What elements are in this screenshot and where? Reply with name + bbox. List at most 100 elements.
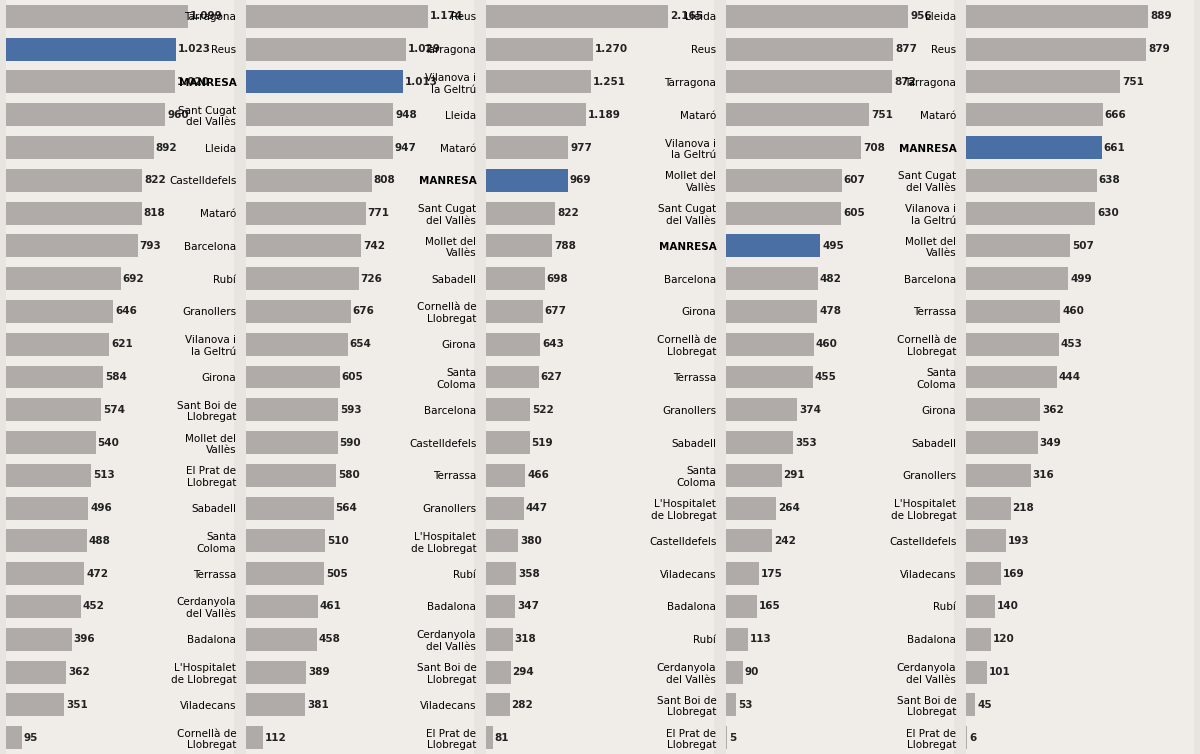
Text: 1.013: 1.013	[406, 77, 438, 87]
Text: 53: 53	[738, 700, 752, 710]
Text: 113: 113	[749, 634, 772, 644]
Text: 460: 460	[816, 339, 838, 349]
Text: 453: 453	[1061, 339, 1082, 349]
Bar	[486, 398, 530, 421]
Bar	[966, 431, 1038, 454]
Text: 193: 193	[1008, 536, 1030, 546]
Bar	[966, 267, 1068, 290]
Text: 81: 81	[494, 733, 509, 743]
Bar	[726, 529, 772, 553]
Text: 478: 478	[820, 306, 841, 317]
Text: 879: 879	[1148, 44, 1170, 54]
Text: 120: 120	[992, 634, 1014, 644]
Bar	[486, 333, 540, 356]
Text: 358: 358	[518, 569, 540, 579]
Text: 316: 316	[1033, 470, 1055, 480]
Bar	[246, 234, 361, 257]
Text: 742: 742	[364, 241, 385, 251]
Bar	[486, 169, 568, 192]
Bar	[966, 661, 986, 684]
Bar	[246, 201, 366, 225]
Bar	[246, 38, 406, 60]
Bar	[246, 726, 264, 749]
Text: 165: 165	[760, 602, 781, 611]
Bar	[726, 300, 817, 323]
Bar	[486, 529, 518, 553]
Bar	[966, 497, 1010, 520]
Bar	[966, 70, 1120, 93]
Text: 291: 291	[784, 470, 805, 480]
Bar	[246, 70, 403, 93]
Bar	[726, 562, 760, 585]
Bar	[726, 234, 821, 257]
Bar	[246, 497, 334, 520]
Text: 751: 751	[1122, 77, 1144, 87]
Bar	[966, 366, 1057, 388]
Text: 2.165: 2.165	[671, 11, 703, 21]
Bar	[486, 431, 529, 454]
Bar	[6, 136, 154, 159]
Bar	[6, 70, 175, 93]
Text: 590: 590	[340, 437, 361, 448]
Bar	[6, 628, 72, 651]
Bar	[486, 661, 511, 684]
Text: 661: 661	[1104, 143, 1126, 152]
Text: 218: 218	[1013, 503, 1034, 513]
Bar	[966, 529, 1006, 553]
Bar	[726, 398, 797, 421]
Text: 1.251: 1.251	[593, 77, 626, 87]
Bar	[966, 169, 1097, 192]
Text: 638: 638	[1099, 175, 1121, 185]
Text: 676: 676	[353, 306, 374, 317]
Text: 495: 495	[822, 241, 844, 251]
Bar	[246, 333, 348, 356]
Text: 654: 654	[349, 339, 371, 349]
Bar	[6, 529, 86, 553]
Bar	[486, 595, 515, 618]
Text: 175: 175	[761, 569, 784, 579]
Bar	[966, 103, 1103, 126]
Text: 45: 45	[977, 700, 991, 710]
Text: 472: 472	[86, 569, 108, 579]
Bar	[966, 398, 1040, 421]
Text: 593: 593	[340, 405, 361, 415]
Text: 822: 822	[144, 175, 166, 185]
Text: 513: 513	[92, 470, 115, 480]
Text: 444: 444	[1058, 372, 1081, 382]
Bar	[726, 169, 842, 192]
Text: 708: 708	[863, 143, 884, 152]
Text: 808: 808	[373, 175, 395, 185]
Text: 818: 818	[144, 208, 166, 218]
Bar	[966, 628, 991, 651]
Text: 380: 380	[520, 536, 541, 546]
Bar	[486, 70, 592, 93]
Bar	[486, 628, 512, 651]
Bar	[6, 694, 65, 716]
Text: 948: 948	[395, 110, 416, 120]
Bar	[966, 38, 1146, 60]
Text: 362: 362	[68, 667, 90, 677]
Bar	[726, 366, 812, 388]
Text: 956: 956	[911, 11, 932, 21]
Bar	[966, 333, 1058, 356]
Text: 447: 447	[526, 503, 547, 513]
Text: 351: 351	[66, 700, 88, 710]
Text: 242: 242	[774, 536, 796, 546]
Text: 488: 488	[89, 536, 110, 546]
Text: 607: 607	[844, 175, 865, 185]
Bar	[486, 562, 516, 585]
Text: 499: 499	[1070, 274, 1092, 284]
Text: 643: 643	[542, 339, 564, 349]
Text: 349: 349	[1039, 437, 1061, 448]
Bar	[246, 398, 338, 421]
Text: 1.020: 1.020	[178, 77, 210, 87]
Bar	[6, 398, 101, 421]
Text: 466: 466	[527, 470, 548, 480]
Bar	[726, 201, 841, 225]
Text: 140: 140	[996, 602, 1019, 611]
Bar	[726, 267, 818, 290]
Bar	[726, 464, 781, 487]
Bar	[6, 431, 96, 454]
Bar	[486, 694, 510, 716]
Text: 666: 666	[1104, 110, 1127, 120]
